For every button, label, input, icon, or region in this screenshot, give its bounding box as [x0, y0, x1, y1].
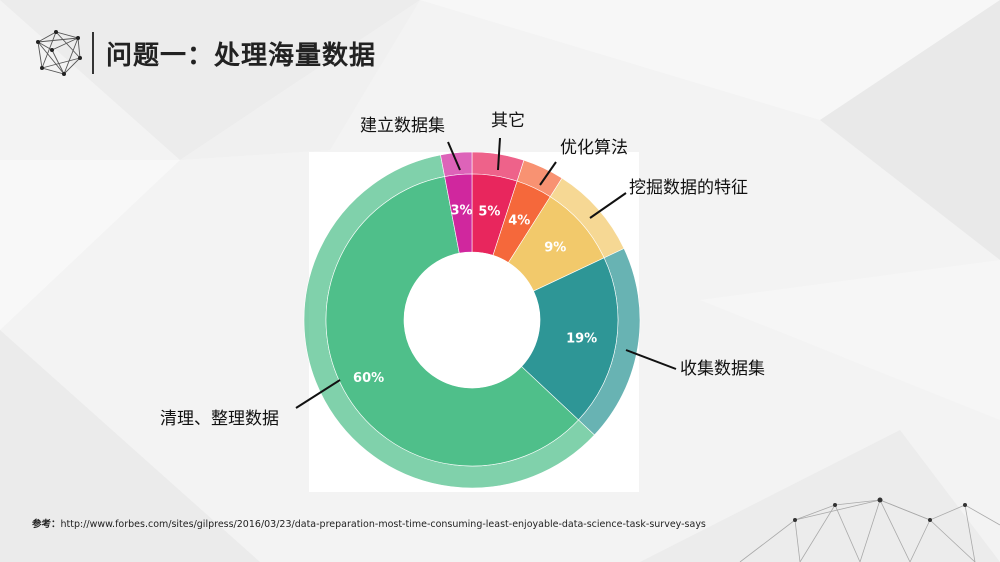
title-divider [92, 32, 94, 74]
slice-outer-ring-5 [440, 151, 473, 177]
category-label-0: 其它 [491, 111, 525, 131]
slice-value-label-0: 5% [478, 204, 500, 219]
category-label-1: 优化算法 [560, 138, 628, 158]
category-label-5: 建立数据集 [360, 116, 445, 136]
network-logo-icon [36, 30, 82, 76]
reference-note: 参考：http://www.forbes.com/sites/gilpress/… [32, 516, 706, 530]
callout-line-0 [497, 137, 501, 171]
callout-line-5 [447, 141, 461, 171]
category-label-4: 清理、整理数据 [160, 409, 279, 429]
category-label-3: 收集数据集 [680, 359, 765, 379]
slice-value-label-1: 4% [508, 214, 530, 229]
donut-hole [404, 252, 540, 388]
slice-value-label-5: 3% [451, 203, 473, 218]
header: 问题一：处理海量数据 [30, 28, 376, 78]
callout-line-1 [539, 161, 557, 186]
slice-value-label-3: 19% [566, 331, 597, 346]
slice-value-label-2: 9% [544, 241, 566, 256]
callout-line-4 [295, 379, 341, 409]
category-label-2: 挖掘数据的特征 [629, 178, 748, 198]
slice-value-label-4: 60% [353, 371, 384, 386]
reference-label: 参考： [32, 519, 61, 530]
reference-url: http://www.forbes.com/sites/gilpress/201… [60, 519, 706, 530]
callout-line-2 [589, 192, 627, 219]
callout-line-3 [625, 349, 677, 370]
page-title: 问题一：处理海量数据 [106, 40, 377, 71]
